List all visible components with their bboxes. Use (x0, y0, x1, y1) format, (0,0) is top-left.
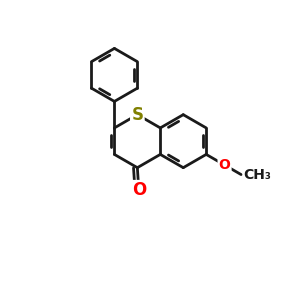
Text: O: O (132, 181, 146, 199)
Text: S: S (131, 106, 143, 124)
Text: O: O (219, 158, 230, 172)
Text: CH₃: CH₃ (243, 168, 271, 182)
